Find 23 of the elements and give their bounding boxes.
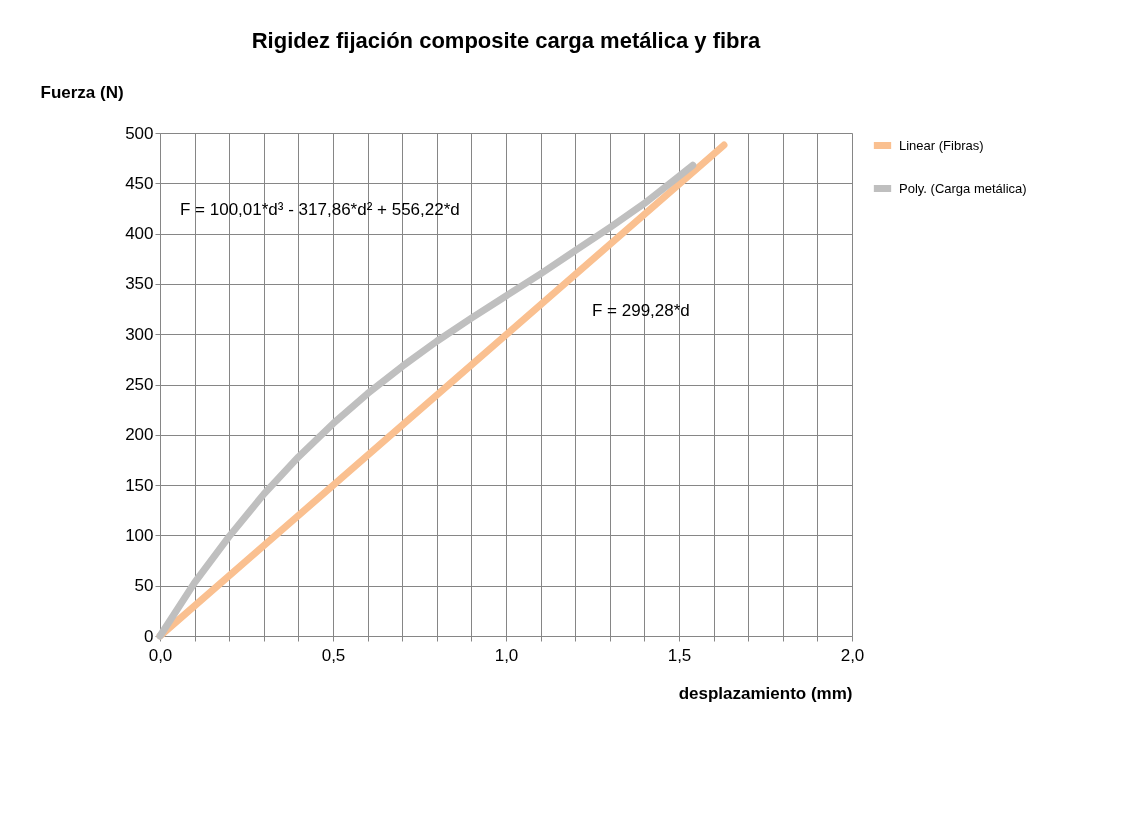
- y-tick-label: 400: [125, 224, 154, 244]
- y-tick-label: 300: [125, 324, 154, 344]
- annotation: F = 299,28*d: [592, 301, 690, 320]
- y-tick-label: 100: [125, 525, 154, 545]
- y-tick-label: 350: [125, 274, 154, 294]
- y-tick-label: 450: [125, 173, 154, 193]
- annotation: F = 100,01*d³ - 317,86*d² + 556,22*d: [180, 200, 460, 219]
- y-tick-label: 500: [125, 123, 154, 143]
- y-tick-label: 0: [144, 626, 154, 646]
- y-tick-label: 50: [134, 576, 154, 596]
- x-tick-label: 1,0: [494, 645, 519, 665]
- y-tick-label: 200: [125, 425, 154, 445]
- legend-label: Poly. (Carga metálica): [899, 180, 1027, 196]
- y-tick-label: 250: [125, 375, 154, 394]
- y-axis-title: Fuerza (N): [40, 82, 124, 102]
- x-tick-label: 0,0: [148, 645, 173, 665]
- x-axis-title: desplazamiento (mm): [678, 683, 853, 703]
- y-tick-label: 150: [125, 475, 154, 495]
- x-tick-label: 1,5: [667, 645, 692, 665]
- x-tick-label: 0,5: [321, 645, 346, 665]
- legend-label: Linear (Fibras): [899, 137, 984, 153]
- x-tick-label: 2,0: [840, 645, 865, 665]
- chart-title: Rigidez fijación composite carga metálica y fibra: [251, 28, 762, 53]
